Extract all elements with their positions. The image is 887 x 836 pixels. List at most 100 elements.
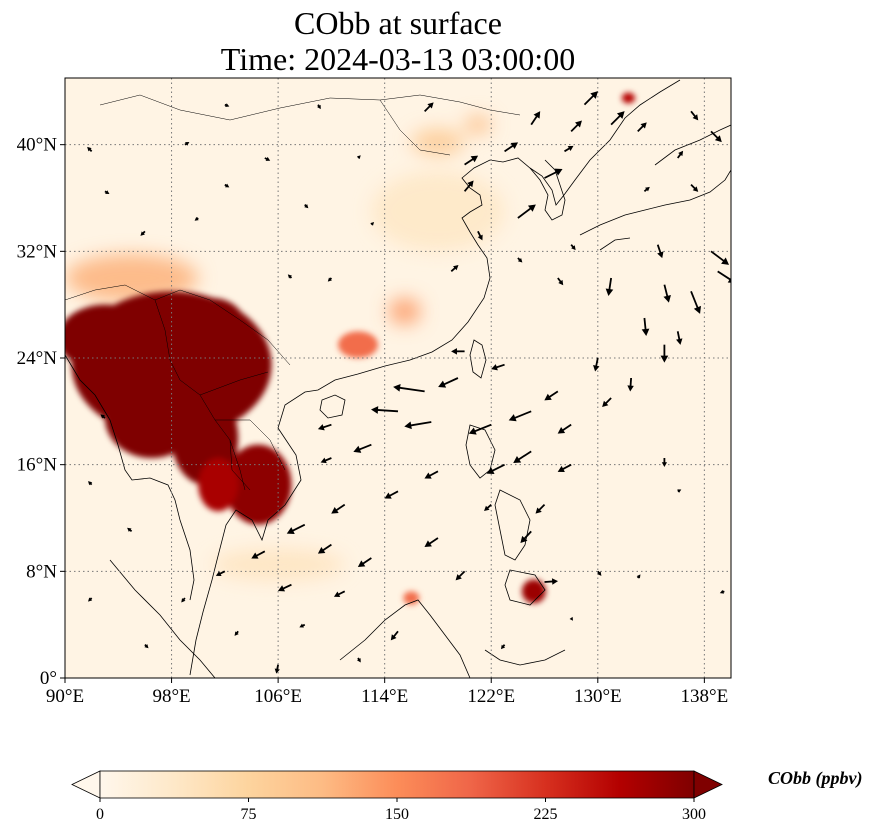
wind-arrow-head [477, 234, 483, 241]
wind-arrow-head [544, 393, 552, 401]
colorbar-ticks: 0 75 150 225 300 [96, 798, 706, 823]
cobb-patch [621, 92, 636, 104]
coastline-taiwan [469, 339, 487, 379]
wind-arrow-head [678, 150, 684, 157]
wind-arrow-head [317, 424, 325, 431]
wind-arrow [393, 384, 425, 393]
wind-arrow-shaft [408, 421, 432, 427]
cobb-patch [411, 128, 465, 156]
wind-arrow [610, 111, 625, 126]
wind-arrow [353, 443, 372, 453]
wind-arrow-head [277, 585, 286, 592]
wind-arrow [597, 570, 602, 576]
wind-arrow-head [356, 155, 361, 160]
cobb-patch [65, 304, 152, 372]
wind-arrow-head [393, 384, 401, 392]
wind-arrow-head [225, 103, 230, 107]
wind-arrow-shaft [717, 270, 731, 282]
wind-arrow [424, 102, 434, 112]
wind-arrow-head [520, 535, 528, 544]
wind-arrow [333, 590, 346, 597]
wind-arrow [557, 277, 564, 286]
coastline-borneo [339, 599, 566, 678]
wind-arrow-head [517, 258, 523, 263]
cobb-patch [198, 458, 239, 512]
wind-arrow [370, 221, 375, 226]
map-panel [65, 78, 731, 678]
wind-arrow-head [353, 445, 362, 453]
wind-arrow-head [641, 328, 650, 336]
wind-arrow-head [535, 507, 542, 514]
wind-arrow [570, 120, 582, 132]
wind-arrow-head [569, 616, 573, 621]
wind-arrow-head [181, 598, 186, 603]
wind-arrow [438, 377, 459, 388]
lon-tick-label: 130°E [574, 686, 622, 707]
wind-arrow-head [390, 634, 397, 641]
wind-arrow [557, 423, 572, 434]
wind-arrow [277, 583, 292, 592]
lon-tick-label: 106°E [254, 686, 302, 707]
wind-arrow-head [274, 668, 280, 674]
wind-arrow-head [88, 481, 93, 486]
colorbar-extend-low [71, 770, 101, 799]
colorbar-extend-high [693, 770, 723, 799]
cobb-patch [388, 298, 421, 325]
wind-arrow-head [215, 571, 222, 577]
wind-arrow [676, 331, 683, 345]
wind-arrow-head [676, 338, 683, 345]
wind-arrow [544, 168, 563, 179]
wind-arrow [676, 150, 684, 159]
lat-tick-label: 40°N [17, 135, 58, 156]
wind-arrow-head [554, 168, 563, 176]
wind-arrow-head [317, 547, 326, 554]
wind-arrow-head [663, 294, 671, 303]
wind-arrow-head [593, 365, 600, 372]
wind-arrow [320, 457, 332, 464]
wind-arrow-head [331, 507, 339, 514]
wind-arrow-head [185, 141, 190, 146]
wind-arrow-head [424, 540, 432, 547]
wind-arrow-head [557, 427, 566, 434]
wind-arrow [181, 597, 186, 603]
wind-arrow [569, 616, 573, 621]
wind-arrow [690, 290, 702, 314]
wind-arrow [544, 578, 559, 585]
wind-arrow [424, 470, 439, 479]
wind-arrow-head [287, 274, 292, 279]
lat-tick-label: 24°N [17, 348, 58, 369]
wind-arrow [100, 414, 106, 419]
wind-arrow [517, 257, 523, 263]
coastline-asia-mainland [189, 79, 681, 676]
colorbar-tick-label: 75 [241, 806, 257, 823]
wind-arrow [194, 216, 199, 221]
wind-arrow-head [645, 186, 650, 192]
wind-arrow [690, 184, 699, 192]
cobb-haze-layer [65, 115, 505, 581]
wind-arrow [513, 450, 532, 464]
wind-arrow-head [616, 111, 625, 119]
wind-arrow-shaft [397, 386, 425, 393]
wind-arrow [557, 463, 572, 472]
wind-arrow-head [551, 578, 559, 585]
coastline-layer [65, 79, 731, 678]
lon-tick-label: 122°E [467, 686, 515, 707]
wind-arrow-shaft [690, 290, 700, 311]
colorbar-tick-label: 300 [682, 806, 706, 823]
wind-arrow-head [486, 467, 495, 474]
wind-arrow [677, 489, 682, 493]
wind-arrow-head [567, 145, 574, 151]
wind-arrow-head [224, 183, 230, 188]
wind-arrow-head [719, 589, 725, 594]
wind-arrow [215, 570, 226, 577]
wind-arrow [304, 204, 309, 209]
wind-arrow-shaft [375, 408, 399, 413]
wind-arrow-head [558, 279, 564, 286]
wind-arrow [251, 550, 266, 559]
wind-arrow [468, 423, 492, 435]
wind-arrow-head [251, 552, 259, 559]
wind-arrow-head [317, 104, 321, 110]
wind-arrow [491, 363, 505, 371]
wind-arrow [486, 463, 505, 474]
